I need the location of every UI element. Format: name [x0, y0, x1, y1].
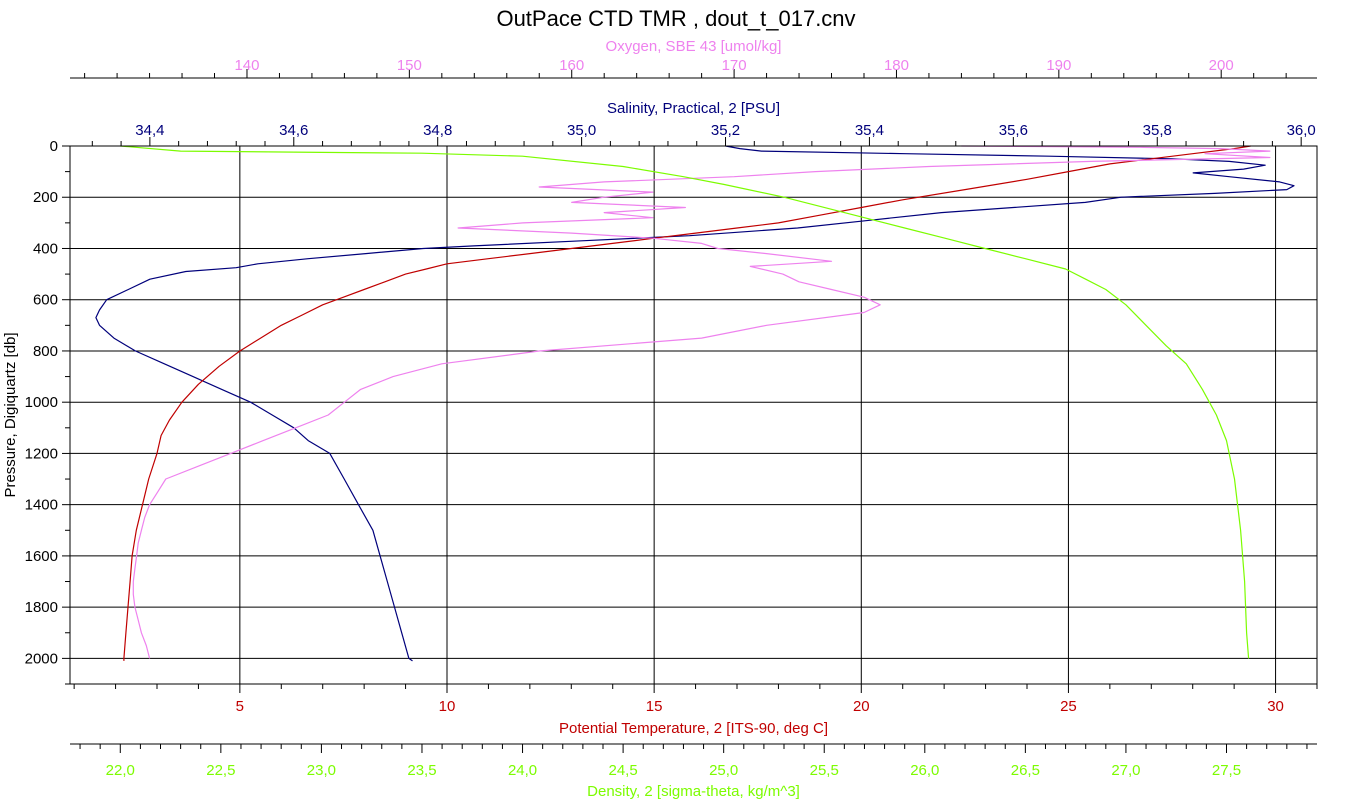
y-tick-label: 1600 [25, 548, 58, 565]
y-axis: 0 200 400 600 800 1000 1200 1400 1600 1800 2000 Pre… [2, 138, 70, 685]
series-line-salinity [95, 145, 1295, 662]
y-tick-label: 200 [33, 189, 58, 206]
series-line-oxygen [132, 145, 1271, 659]
y-tick-label: 2000 [25, 650, 58, 667]
x-axis-label-oxygen: Oxygen, SBE 43 [umol/kg] [606, 38, 782, 55]
x-tick-label-density: 23,5 [407, 762, 436, 779]
grid [70, 145, 1317, 684]
x-tick-label-density: 27,5 [1212, 762, 1241, 779]
series-line-density [120, 145, 1250, 659]
x-tick-label-salinity: 35,8 [1143, 122, 1172, 139]
x-tick-label-salinity: 34,6 [279, 122, 308, 139]
y-tick-label: 400 [33, 240, 58, 257]
x-tick-label-salinity: 35,6 [999, 122, 1028, 139]
x-axis-oxygen: 140 150 160 170 180 190 200 Oxygen, SBE 43 [umo… [70, 38, 1317, 79]
x-tick-label-oxygen: 160 [559, 57, 584, 74]
x-axis-temperature: 5 10 15 20 25 30 Potential Temperature, 2 [ITS… [73, 684, 1318, 737]
x-tick-label-temperature: 25 [1060, 698, 1077, 715]
x-tick-label-salinity: 35,0 [567, 122, 596, 139]
x-tick-label-temperature: 30 [1267, 698, 1284, 715]
x-tick-label-density: 24,0 [508, 762, 537, 779]
x-tick-label-temperature: 10 [439, 698, 456, 715]
x-tick-label-density: 24,5 [609, 762, 638, 779]
x-tick-label-oxygen: 180 [884, 57, 909, 74]
x-tick-label-oxygen: 190 [1046, 57, 1071, 74]
x-tick-label-salinity: 35,4 [855, 122, 884, 139]
x-tick-label-oxygen: 140 [234, 57, 259, 74]
x-tick-label-oxygen: 150 [397, 57, 422, 74]
y-tick-label: 1800 [25, 599, 58, 616]
x-tick-label-density: 23,0 [307, 762, 336, 779]
y-tick-label: 600 [33, 292, 58, 309]
y-tick-label: 800 [33, 343, 58, 360]
x-axis-label-salinity: Salinity, Practical, 2 [PSU] [607, 100, 780, 117]
x-tick-label-salinity: 35,2 [711, 122, 740, 139]
x-axes: 140 150 160 170 180 190 200 Oxygen, SBE 43 [umo… [70, 38, 1318, 800]
y-tick-label: 1400 [25, 497, 58, 514]
x-tick-label-salinity: 34,8 [423, 122, 452, 139]
series-group [95, 145, 1295, 662]
x-tick-label-density: 27,0 [1111, 762, 1140, 779]
x-tick-label-temperature: 5 [236, 698, 244, 715]
x-axis-density: 22,0 22,5 23,0 23,5 24,0 24,5 25,0 25,5 26,0 26,5… [70, 743, 1317, 800]
y-tick-label: 1000 [25, 394, 58, 411]
x-tick-label-density: 26,5 [1011, 762, 1040, 779]
x-tick-label-temperature: 15 [646, 698, 663, 715]
chart-title: OutPace CTD TMR , dout_t_017.cnv [496, 6, 855, 31]
series-line-temperature [123, 145, 1251, 661]
x-tick-label-oxygen: 200 [1209, 57, 1234, 74]
x-tick-label-density: 22,0 [106, 762, 135, 779]
x-tick-label-density: 26,0 [910, 762, 939, 779]
x-tick-label-salinity: 34,4 [135, 122, 164, 139]
plot-frame [69, 145, 1318, 685]
x-axis-label-density: Density, 2 [sigma-theta, kg/m^3] [587, 783, 800, 800]
x-tick-label-temperature: 20 [853, 698, 870, 715]
x-tick-label-salinity: 36,0 [1287, 122, 1316, 139]
y-tick-label: 1200 [25, 445, 58, 462]
x-axis-salinity: 34,4 34,6 34,8 35,0 35,2 35,4 35,6 35,8 36,0 Sali… [91, 100, 1316, 146]
x-tick-label-oxygen: 170 [722, 57, 747, 74]
x-tick-label-density: 22,5 [206, 762, 235, 779]
y-tick-label: 0 [50, 138, 58, 155]
y-axis-label: Pressure, Digiquartz [db] [2, 332, 19, 497]
x-tick-label-density: 25,0 [709, 762, 738, 779]
x-axis-label-temperature: Potential Temperature, 2 [ITS-90, deg C] [559, 720, 828, 737]
x-tick-label-density: 25,5 [810, 762, 839, 779]
